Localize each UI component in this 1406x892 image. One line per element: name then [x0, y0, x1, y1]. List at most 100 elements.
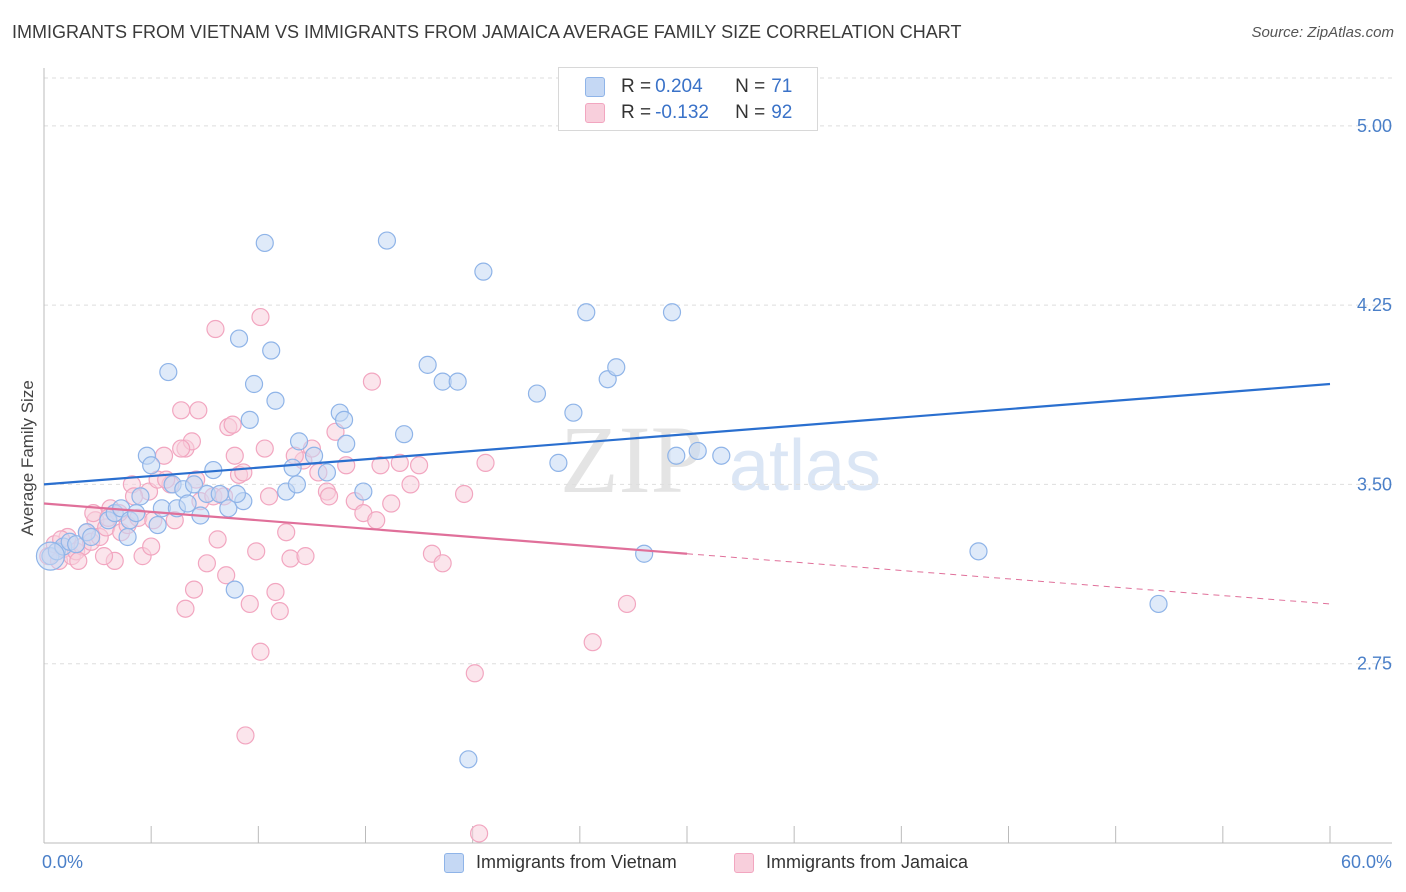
vietnam-point: [1149, 594, 1168, 614]
y-tick-label: 2.75: [1357, 654, 1392, 674]
bottom-legend-jamaica: Immigrants from Jamaica: [734, 852, 968, 873]
jamaica-point: [371, 456, 390, 475]
legend-r-label: R =: [621, 102, 652, 123]
vietnam-point: [229, 329, 249, 348]
y-tick-label: 5.00: [1357, 116, 1392, 136]
vietnam-point: [317, 463, 337, 482]
jamaica-point: [223, 415, 242, 434]
jamaica-point: [251, 307, 270, 327]
vietnam-point: [219, 499, 238, 518]
vietnam-point: [577, 303, 596, 322]
jamaica-point: [184, 580, 204, 599]
jamaica-point: [362, 372, 382, 391]
jamaica-point: [390, 453, 409, 472]
vietnam-point: [635, 544, 654, 563]
jamaica-point: [583, 633, 602, 652]
y-tick-label: 4.25: [1357, 295, 1392, 315]
legend-n-label: N =: [735, 102, 766, 123]
vietnam-point: [142, 456, 161, 475]
jamaica-point: [319, 487, 339, 506]
axes: [43, 68, 1392, 844]
trend-line-jamaica-extension: [686, 553, 1331, 605]
bottom-swatch-jamaica: [734, 852, 754, 873]
chart-title: IMMIGRANTS FROM VIETNAM VS IMMIGRANTS FR…: [12, 22, 962, 42]
jamaica-point: [255, 439, 274, 458]
series-jamaica-points: [39, 307, 637, 843]
vietnam-point: [67, 535, 86, 554]
jamaica-point: [206, 319, 225, 339]
jamaica-point: [208, 530, 227, 549]
jamaica-point: [382, 494, 401, 513]
vietnam-point: [474, 262, 493, 281]
vietnam-point: [667, 446, 686, 465]
jamaica-point: [465, 664, 484, 683]
jamaica-point: [296, 547, 315, 566]
bottom-legend-vietnam: Immigrants from Vietnam: [444, 852, 677, 873]
legend-row-jamaica: R = -0.132 N = 92: [585, 101, 792, 125]
series-vietnam-points: [35, 231, 1168, 769]
vietnam-point: [377, 231, 397, 250]
vietnam-point: [184, 475, 204, 494]
y-tick-label: 3.50: [1357, 474, 1392, 494]
jamaica-point: [281, 549, 300, 568]
stats-legend: R = 0.204 N = 71 R = -0.132 N = 92: [558, 67, 818, 131]
bottom-legend-label-jamaica: Immigrants from Jamaica: [766, 852, 969, 872]
vietnam-point: [527, 384, 547, 403]
bottom-swatch-vietnam: [444, 852, 464, 873]
vietnam-point: [255, 233, 274, 253]
jamaica-point: [189, 401, 208, 420]
vietnam-point: [244, 374, 264, 394]
legend-r-value-vietnam: 0.204: [655, 76, 703, 97]
jamaica-point: [259, 487, 279, 506]
legend-n-value-jamaica: 92: [771, 102, 793, 123]
jamaica-point: [94, 547, 114, 566]
x-tick-min: 0.0%: [42, 852, 84, 872]
jamaica-point: [617, 594, 637, 614]
x-tick-max: 60.0%: [1340, 852, 1392, 872]
jamaica-point: [270, 602, 289, 621]
vietnam-point: [337, 434, 356, 453]
gridlines: [44, 77, 1392, 665]
vietnam-point: [240, 410, 259, 429]
vietnam-point: [227, 484, 246, 504]
watermark: ZIP atlas: [560, 406, 881, 513]
vietnam-point: [159, 362, 178, 382]
jamaica-point: [367, 511, 386, 530]
legend-swatch-vietnam: [585, 77, 605, 97]
jamaica-point: [469, 824, 489, 843]
vietnam-point: [334, 410, 354, 429]
jamaica-point: [409, 456, 429, 475]
trend-lines: [43, 382, 1331, 605]
vietnam-point: [283, 458, 302, 477]
jamaica-point: [142, 537, 161, 556]
vietnam-point: [127, 503, 146, 523]
vietnam-point: [225, 580, 244, 599]
jamaica-point: [176, 599, 195, 618]
vietnam-point: [712, 446, 731, 465]
vietnam-point: [354, 482, 373, 501]
jamaica-point: [401, 475, 420, 494]
vietnam-point: [448, 372, 467, 391]
vietnam-point: [549, 453, 568, 472]
vietnam-point: [418, 355, 437, 374]
vietnam-point: [287, 475, 307, 494]
bottom-legend-label-vietnam: Immigrants from Vietnam: [476, 852, 677, 872]
y-tick-labels: 2.75 3.50 4.25 5.00: [1357, 116, 1392, 674]
jamaica-point: [454, 484, 474, 504]
vietnam-cluster-point: [35, 541, 66, 571]
jamaica-point: [236, 726, 255, 745]
jamaica-point: [251, 642, 270, 661]
jamaica-point: [240, 594, 259, 614]
vietnam-point: [304, 446, 324, 465]
vietnam-point: [394, 425, 414, 444]
jamaica-point: [277, 523, 296, 542]
vietnam-point: [178, 494, 197, 513]
jamaica-point: [197, 554, 216, 573]
vietnam-point: [262, 341, 281, 360]
vietnam-point: [82, 527, 101, 547]
vietnam-point: [148, 515, 167, 535]
jamaica-point: [217, 566, 236, 585]
legend-r-label: R =: [621, 76, 652, 97]
source-label: Source: ZipAtlas.com: [1251, 24, 1394, 41]
